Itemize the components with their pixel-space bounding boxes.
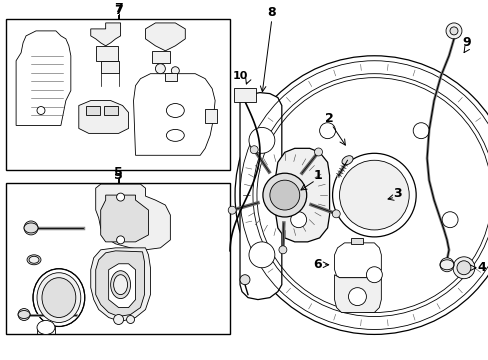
Circle shape xyxy=(116,236,124,244)
Bar xyxy=(165,73,177,81)
Polygon shape xyxy=(145,23,185,51)
Circle shape xyxy=(319,123,335,139)
Circle shape xyxy=(456,261,470,275)
Circle shape xyxy=(441,212,457,228)
Circle shape xyxy=(37,107,45,114)
Bar xyxy=(96,46,118,61)
Text: 7: 7 xyxy=(114,4,122,18)
Circle shape xyxy=(445,23,461,39)
Bar xyxy=(85,105,100,116)
Circle shape xyxy=(228,206,236,214)
Ellipse shape xyxy=(341,156,352,165)
Circle shape xyxy=(331,210,340,218)
Bar xyxy=(234,87,255,102)
Bar xyxy=(152,51,170,63)
Polygon shape xyxy=(133,74,215,155)
Text: 4: 4 xyxy=(476,261,485,274)
Ellipse shape xyxy=(166,129,184,141)
Text: 2: 2 xyxy=(325,112,333,125)
Circle shape xyxy=(449,27,457,35)
Ellipse shape xyxy=(29,256,39,263)
Text: 5: 5 xyxy=(114,166,122,179)
Circle shape xyxy=(116,193,124,201)
Ellipse shape xyxy=(166,104,184,117)
Ellipse shape xyxy=(37,273,81,323)
Circle shape xyxy=(235,56,488,334)
Circle shape xyxy=(290,212,306,228)
Ellipse shape xyxy=(110,271,130,298)
Circle shape xyxy=(126,315,134,324)
Circle shape xyxy=(248,242,274,268)
Circle shape xyxy=(348,288,366,306)
Circle shape xyxy=(366,267,382,283)
Bar xyxy=(351,238,363,244)
Polygon shape xyxy=(91,23,121,46)
Ellipse shape xyxy=(33,269,84,327)
Text: 3: 3 xyxy=(392,186,401,199)
Circle shape xyxy=(24,221,38,235)
Ellipse shape xyxy=(113,275,127,294)
Text: 8: 8 xyxy=(267,6,276,19)
Ellipse shape xyxy=(24,223,38,233)
Bar xyxy=(101,61,119,73)
Ellipse shape xyxy=(27,255,41,265)
Circle shape xyxy=(314,148,322,156)
Circle shape xyxy=(269,180,299,210)
Circle shape xyxy=(439,258,453,272)
Polygon shape xyxy=(334,243,381,278)
Polygon shape xyxy=(108,264,135,307)
Polygon shape xyxy=(79,100,128,134)
Polygon shape xyxy=(275,148,329,242)
Circle shape xyxy=(452,257,474,279)
Circle shape xyxy=(339,160,408,230)
Ellipse shape xyxy=(42,278,76,318)
Circle shape xyxy=(412,123,428,139)
Text: 10: 10 xyxy=(232,71,247,81)
Bar xyxy=(6,183,229,334)
Polygon shape xyxy=(334,275,381,312)
Polygon shape xyxy=(16,31,71,125)
Polygon shape xyxy=(240,93,281,300)
Circle shape xyxy=(278,246,286,254)
Text: 9: 9 xyxy=(462,36,470,49)
Text: 1: 1 xyxy=(313,169,322,182)
Polygon shape xyxy=(91,248,150,321)
Circle shape xyxy=(240,275,249,285)
Text: 7: 7 xyxy=(114,3,122,15)
Circle shape xyxy=(171,67,179,75)
Polygon shape xyxy=(96,251,144,316)
Circle shape xyxy=(248,127,274,153)
Circle shape xyxy=(332,153,415,237)
Bar xyxy=(6,19,229,170)
Circle shape xyxy=(250,146,258,154)
Circle shape xyxy=(113,315,123,324)
Polygon shape xyxy=(101,195,148,242)
Ellipse shape xyxy=(37,320,55,334)
Circle shape xyxy=(18,309,30,320)
Text: 6: 6 xyxy=(313,258,321,271)
Text: 5: 5 xyxy=(114,169,122,182)
Bar xyxy=(103,105,118,116)
Polygon shape xyxy=(96,184,170,250)
Circle shape xyxy=(263,173,306,217)
Circle shape xyxy=(155,64,165,74)
Ellipse shape xyxy=(18,311,30,319)
Bar xyxy=(205,108,217,123)
